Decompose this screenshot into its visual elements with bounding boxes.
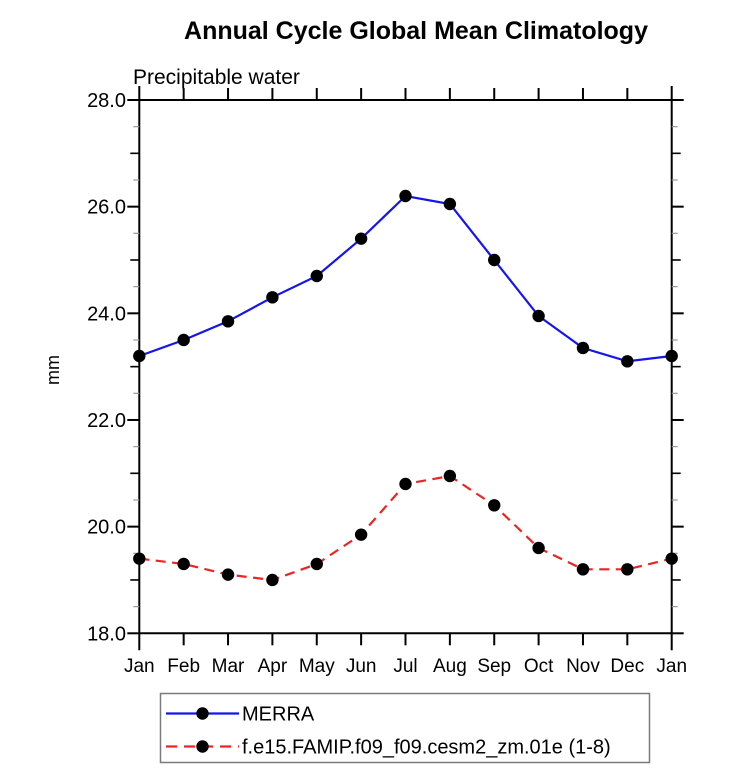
x-tick-label: Oct xyxy=(524,656,554,677)
data-point xyxy=(488,499,501,512)
data-point xyxy=(532,309,545,323)
data-point xyxy=(532,541,545,555)
x-tick-label: Jul xyxy=(393,656,417,677)
y-tick-label: 26.0 xyxy=(87,197,126,219)
x-tick-label: May xyxy=(299,656,335,677)
data-point xyxy=(133,552,146,565)
series-line-1 xyxy=(139,474,672,582)
data-point xyxy=(310,557,323,571)
data-point xyxy=(221,315,235,328)
y-tick-label: 20.0 xyxy=(87,517,126,539)
data-point xyxy=(354,232,368,245)
series-line-0 xyxy=(138,194,672,363)
data-point xyxy=(443,469,457,483)
x-tick-label: Dec xyxy=(610,656,644,677)
data-point xyxy=(399,477,412,491)
data-point xyxy=(266,291,279,304)
data-point xyxy=(665,349,678,363)
y-tick-label: 28.0 xyxy=(87,90,126,112)
data-point xyxy=(665,552,678,565)
legend-marker-icon xyxy=(196,740,209,753)
x-tick-label: Jan xyxy=(656,656,687,677)
x-tick-label: Feb xyxy=(167,656,200,677)
data-point xyxy=(576,341,590,355)
data-point xyxy=(177,333,190,347)
data-point xyxy=(310,269,323,283)
legend-marker-icon xyxy=(196,707,209,720)
data-point xyxy=(133,349,146,363)
axes-layer: 18.0 20.0 22.0 24.0 26.0 28.0 Jan Feb Mar Apr May J… xyxy=(87,86,687,677)
chart-subtitle: Precipitable water xyxy=(133,66,300,89)
legend: MERRA f.e15.FAMIP.f09_f09.cesm2_zm.01e (1… xyxy=(159,692,651,764)
y-tick-label: 24.0 xyxy=(87,303,126,325)
chart-title: Annual Cycle Global Mean Climatology xyxy=(184,17,648,45)
x-tick-label: Mar xyxy=(212,656,245,677)
data-point xyxy=(621,355,634,368)
data-point xyxy=(621,563,634,576)
x-tick-label: Apr xyxy=(258,656,288,677)
legend-label: MERRA xyxy=(242,704,315,726)
data-point xyxy=(221,568,235,581)
x-tick-label: Jun xyxy=(346,656,377,677)
y-tick-label: 22.0 xyxy=(87,410,126,432)
legend-label: f.e15.FAMIP.f09_f09.cesm2_zm.01e (1-8) xyxy=(242,737,611,759)
data-point xyxy=(399,189,412,203)
legend-box xyxy=(159,692,651,764)
y-axis-label: mm xyxy=(43,355,63,385)
x-tick-label: Aug xyxy=(433,656,467,677)
y-tick-label: 18.0 xyxy=(87,623,126,645)
x-tick-label: Nov xyxy=(566,656,600,677)
x-tick-label: Jan xyxy=(124,656,155,677)
x-tick-label: Sep xyxy=(477,656,511,677)
data-point xyxy=(177,557,190,571)
data-point xyxy=(354,528,368,541)
data-point xyxy=(443,197,457,211)
series-layer xyxy=(133,189,678,587)
data-point xyxy=(266,573,279,587)
data-point xyxy=(488,253,501,267)
data-point xyxy=(576,563,590,576)
